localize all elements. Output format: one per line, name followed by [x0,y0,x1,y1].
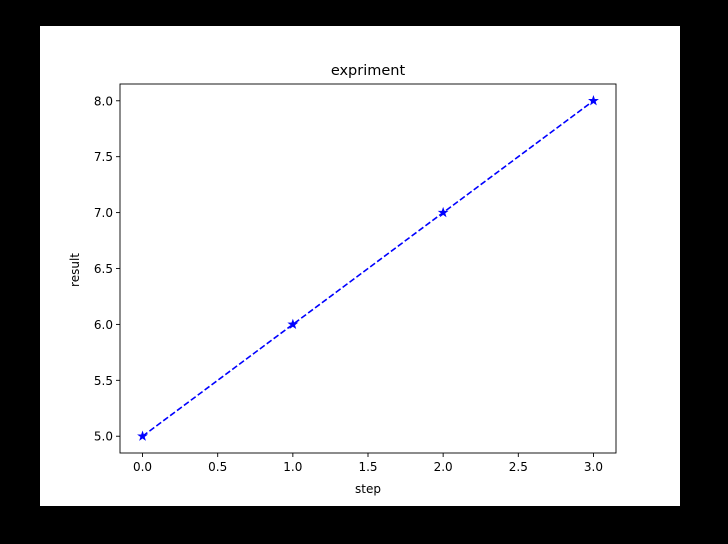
x-tick-label: 3.0 [584,460,603,474]
x-tick-label: 0.5 [208,460,227,474]
y-tick-label: 7.5 [94,150,113,164]
data-point-marker [287,318,299,330]
data-point-marker [137,430,148,441]
series-line [142,100,594,437]
y-axis-label: result [68,253,82,287]
y-tick-label: 8.0 [94,94,113,108]
line-chart: expriment 0.0 0.5 1.0 1.5 2.0 2.5 3.0 5.0 5.5 6.0… [68,63,617,496]
y-tick-label: 6.0 [94,318,113,332]
chart-figure: expriment 0.0 0.5 1.0 1.5 2.0 2.5 3.0 5.0 5.5 6.0… [40,26,680,506]
x-tick-label: 2.0 [434,460,453,474]
axes: 0.0 0.5 1.0 1.5 2.0 2.5 3.0 5.0 5.5 6.0 6.5 7.0 7.5 8… [94,83,617,474]
y-tick-label: 5.0 [94,430,113,444]
x-tick-label: 1.5 [358,460,377,474]
x-tick-label: 0.0 [133,460,152,474]
x-axis-label: step [355,482,381,496]
chart-title: expriment [331,63,406,79]
y-tick-label: 5.5 [94,374,113,388]
data-point-marker [588,95,599,106]
data-point-marker [437,206,449,218]
y-tick-label: 6.5 [94,262,113,276]
x-tick-label: 2.5 [509,460,528,474]
x-tick-label: 1.0 [283,460,302,474]
y-tick-label: 7.0 [94,206,113,220]
plot-area [137,95,599,441]
